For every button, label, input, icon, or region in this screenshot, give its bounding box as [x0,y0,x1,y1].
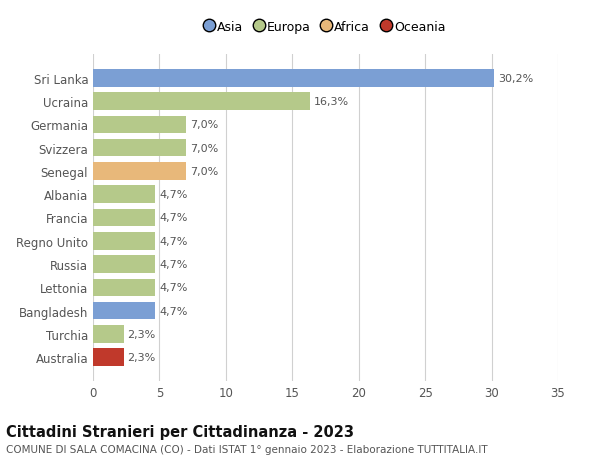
Text: 7,0%: 7,0% [190,143,218,153]
Bar [93,70,494,87]
Bar [93,163,186,180]
Text: 2,3%: 2,3% [128,329,156,339]
Bar [93,140,186,157]
Bar [93,302,155,319]
Bar [93,186,155,203]
Text: 4,7%: 4,7% [160,259,188,269]
Bar [93,256,155,273]
Bar [93,325,124,343]
Text: 30,2%: 30,2% [498,73,533,84]
Bar [93,233,155,250]
Text: 4,7%: 4,7% [160,306,188,316]
Text: Cittadini Stranieri per Cittadinanza - 2023: Cittadini Stranieri per Cittadinanza - 2… [6,425,354,440]
Text: 4,7%: 4,7% [160,190,188,200]
Text: COMUNE DI SALA COMACINA (CO) - Dati ISTAT 1° gennaio 2023 - Elaborazione TUTTITA: COMUNE DI SALA COMACINA (CO) - Dati ISTA… [6,444,488,454]
Text: 2,3%: 2,3% [128,353,156,363]
Bar [93,93,310,111]
Text: 16,3%: 16,3% [314,97,349,107]
Text: 4,7%: 4,7% [160,213,188,223]
Bar [93,349,124,366]
Text: 4,7%: 4,7% [160,236,188,246]
Text: 7,0%: 7,0% [190,120,218,130]
Bar [93,279,155,297]
Bar [93,117,186,134]
Text: 7,0%: 7,0% [190,167,218,177]
Text: 4,7%: 4,7% [160,283,188,293]
Legend: Asia, Europa, Africa, Oceania: Asia, Europa, Africa, Oceania [200,16,451,39]
Bar [93,209,155,227]
